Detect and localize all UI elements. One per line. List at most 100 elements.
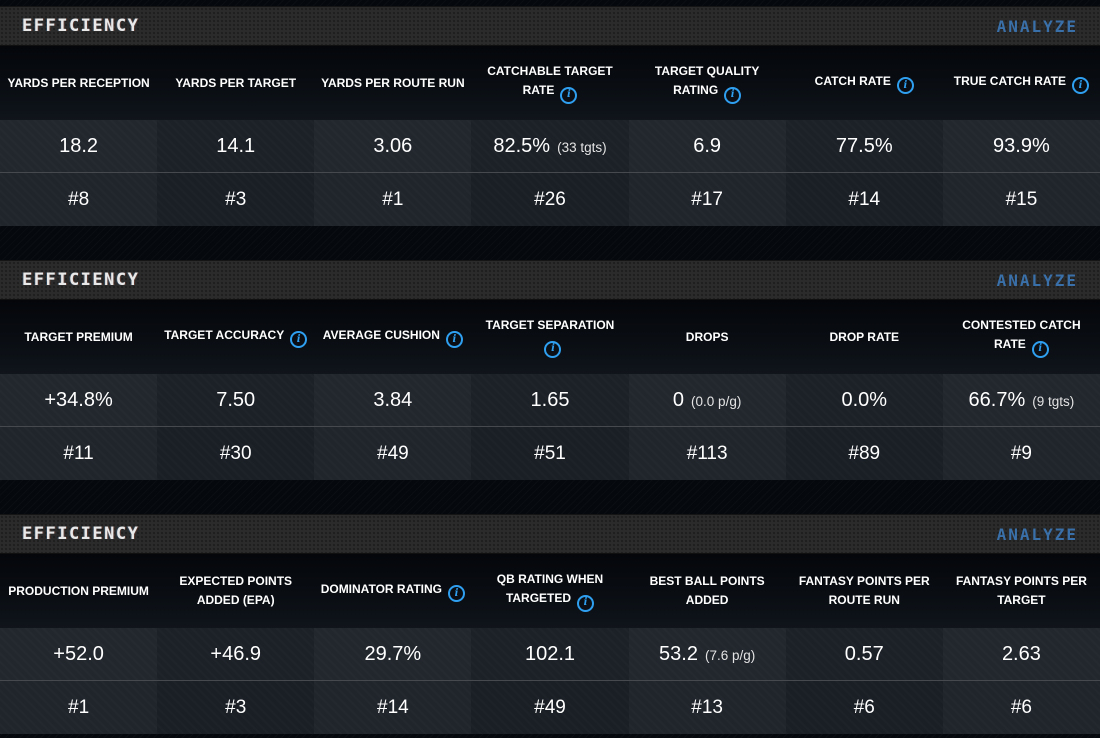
stat-rank: #6 bbox=[1010, 696, 1032, 718]
stat-value-cell: 53.2 (7.6 p/g) bbox=[628, 628, 786, 681]
stat-rank-row: #1 #3 #14 #49 #13 #6 #6 bbox=[0, 681, 1100, 734]
panel-title: EFFICIENCY bbox=[22, 16, 140, 36]
column-header-label: QB RATING WHEN TARGETED bbox=[496, 572, 604, 606]
stat-value: 53.2 bbox=[659, 642, 698, 665]
stat-rank-cell: #49 bbox=[314, 427, 472, 480]
stat-value-note: (7.6 p/g) bbox=[704, 648, 756, 663]
stat-value-cell: 3.06 bbox=[314, 120, 472, 173]
info-icon[interactable]: i bbox=[544, 340, 562, 358]
column-header: TARGET ACCURACY i bbox=[157, 300, 314, 374]
stat-rank-cell: #49 bbox=[471, 681, 629, 734]
stat-rank-cell: #14 bbox=[314, 681, 472, 734]
stat-value: 2.63 bbox=[1001, 642, 1041, 665]
column-header: DROPS bbox=[629, 300, 786, 374]
analyze-link[interactable]: ANALYZE bbox=[996, 524, 1078, 544]
stat-rank: #13 bbox=[691, 696, 723, 718]
stat-value: 0.0% bbox=[841, 388, 888, 411]
column-header: FANTASY POINTS PER ROUTE RUN bbox=[786, 554, 943, 628]
stat-value-cell: 14.1 bbox=[157, 120, 315, 173]
stat-rank: #49 bbox=[534, 696, 566, 718]
info-icon[interactable]: i bbox=[560, 86, 578, 104]
stat-value-row: 18.2 14.1 3.06 82.5% (33 tgts) 6.9 77.5% 93.9% bbox=[0, 120, 1100, 173]
column-header-label: YARDS PER ROUTE RUN bbox=[321, 75, 465, 90]
stat-rank: #9 bbox=[1010, 442, 1032, 464]
column-header: TRUE CATCH RATE i bbox=[943, 46, 1100, 120]
column-header-label: BEST BALL POINTS ADDED bbox=[649, 574, 765, 607]
stat-rank-cell: #3 bbox=[157, 681, 315, 734]
info-icon[interactable]: i bbox=[1031, 340, 1049, 358]
stat-value-cell: 93.9% bbox=[942, 120, 1100, 173]
stat-rank: #3 bbox=[225, 188, 247, 210]
info-icon[interactable]: i bbox=[290, 331, 308, 349]
column-header-label: YARDS PER TARGET bbox=[175, 75, 297, 90]
stat-rank: #26 bbox=[534, 188, 566, 210]
column-header: DROP RATE bbox=[786, 300, 943, 374]
column-header: BEST BALL POINTS ADDED bbox=[629, 554, 786, 628]
stat-value: +52.0 bbox=[53, 642, 104, 665]
stat-value-cell: 2.63 bbox=[942, 628, 1100, 681]
stat-rank-cell: #13 bbox=[628, 681, 786, 734]
stat-rank: #49 bbox=[377, 442, 409, 464]
column-header-label: DOMINATOR RATING bbox=[320, 581, 443, 596]
stat-rank-cell: #89 bbox=[785, 427, 943, 480]
column-header-label: TARGET QUALITY RATING bbox=[654, 64, 760, 98]
stat-value-cell: 7.50 bbox=[157, 374, 315, 427]
info-icon[interactable]: i bbox=[445, 331, 463, 349]
stat-value: 6.9 bbox=[693, 134, 722, 157]
stat-rank-row: #8 #3 #1 #26 #17 #14 #15 bbox=[0, 173, 1100, 226]
info-icon[interactable]: i bbox=[577, 594, 595, 612]
stat-rank: #113 bbox=[686, 442, 728, 464]
column-header: AVERAGE CUSHION i bbox=[314, 300, 471, 374]
column-header-label: DROPS bbox=[685, 329, 729, 344]
info-icon[interactable]: i bbox=[724, 86, 742, 104]
stat-value-cell: +34.8% bbox=[0, 374, 158, 427]
column-header-label: DROP RATE bbox=[829, 329, 900, 344]
stat-value-row: +34.8% 7.50 3.84 1.65 0 (0.0 p/g) 0.0% 66.7% (9 … bbox=[0, 374, 1100, 427]
column-header: EXPECTED POINTS ADDED (EPA) bbox=[157, 554, 314, 628]
analyze-link[interactable]: ANALYZE bbox=[996, 16, 1078, 36]
stat-rank-cell: #9 bbox=[942, 427, 1100, 480]
stat-value: 93.9% bbox=[993, 134, 1050, 157]
stat-value-cell: 77.5% bbox=[785, 120, 943, 173]
column-header: TARGET QUALITY RATING i bbox=[629, 46, 786, 120]
stat-rank: #17 bbox=[691, 188, 723, 210]
stat-value: 82.5% bbox=[493, 134, 551, 157]
column-header: YARDS PER ROUTE RUN bbox=[314, 46, 471, 120]
column-header: PRODUCTION PREMIUM bbox=[0, 554, 157, 628]
stat-rank-cell: #15 bbox=[942, 173, 1100, 226]
column-header-label: CONTESTED CATCH RATE bbox=[962, 318, 1081, 352]
column-header: YARDS PER TARGET bbox=[157, 46, 314, 120]
analyze-link[interactable]: ANALYZE bbox=[996, 270, 1078, 290]
info-icon[interactable]: i bbox=[896, 77, 914, 95]
stat-rank: #11 bbox=[63, 442, 94, 464]
stat-value-row: +52.0 +46.9 29.7% 102.1 53.2 (7.6 p/g) 0.57 2.6… bbox=[0, 628, 1100, 681]
column-header-row: PRODUCTION PREMIUM EXPECTED POINTS ADDED … bbox=[0, 554, 1100, 628]
stat-rank-cell: #51 bbox=[471, 427, 629, 480]
stat-value-cell: 102.1 bbox=[471, 628, 629, 681]
panel-header: EFFICIENCY ANALYZE bbox=[0, 514, 1100, 554]
stat-value: +34.8% bbox=[44, 388, 113, 411]
column-header-label: YARDS PER RECEPTION bbox=[7, 75, 150, 90]
stat-rank: #6 bbox=[853, 696, 875, 718]
column-header: YARDS PER RECEPTION bbox=[0, 46, 157, 120]
stat-value-cell: 29.7% bbox=[314, 628, 472, 681]
stat-rank-cell: #14 bbox=[785, 173, 943, 226]
column-header-label: TARGET PREMIUM bbox=[24, 329, 133, 344]
stat-value-cell: 0 (0.0 p/g) bbox=[628, 374, 786, 427]
stat-value-cell: +52.0 bbox=[0, 628, 158, 681]
column-header-row: YARDS PER RECEPTION YARDS PER TARGET YARDS… bbox=[0, 46, 1100, 120]
info-icon[interactable]: i bbox=[1072, 77, 1090, 95]
info-icon[interactable]: i bbox=[448, 585, 466, 603]
stat-value: 1.65 bbox=[530, 388, 570, 411]
stat-value-cell: 0.0% bbox=[785, 374, 943, 427]
stat-value: 7.50 bbox=[216, 388, 256, 411]
panel-title: EFFICIENCY bbox=[22, 524, 140, 544]
column-header-label: PRODUCTION PREMIUM bbox=[8, 583, 149, 598]
efficiency-panel-3: EFFICIENCY ANALYZE PRODUCTION PREMIUM EXP… bbox=[0, 514, 1100, 734]
column-header-label: FANTASY POINTS PER TARGET bbox=[955, 574, 1087, 607]
column-header-label: CATCH RATE bbox=[814, 73, 891, 88]
stat-rank: #14 bbox=[377, 696, 409, 718]
stat-value-cell: 66.7% (9 tgts) bbox=[942, 374, 1100, 427]
column-header: QB RATING WHEN TARGETED i bbox=[471, 554, 628, 628]
stat-value-note: (9 tgts) bbox=[1032, 394, 1075, 409]
